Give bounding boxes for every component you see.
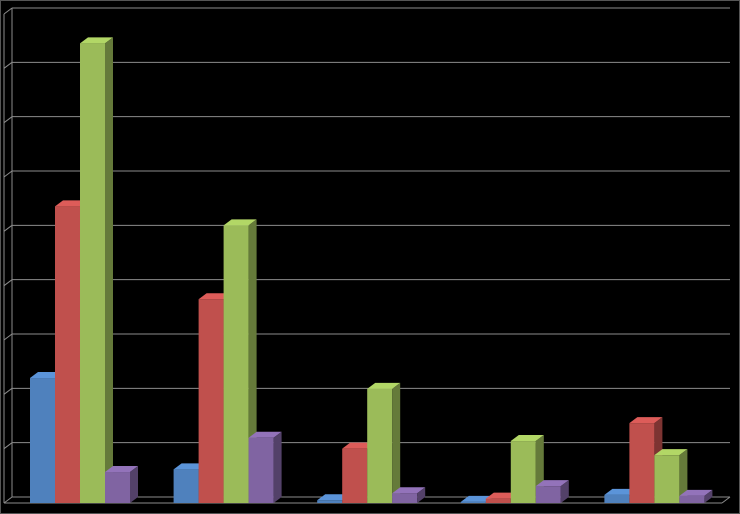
bar xyxy=(654,455,680,503)
bar-top xyxy=(392,487,426,494)
bar-top xyxy=(604,488,638,495)
bar-top xyxy=(80,37,113,44)
bar xyxy=(80,43,105,504)
bar-side xyxy=(105,37,113,504)
bar xyxy=(30,378,55,503)
bar xyxy=(679,495,705,503)
grid-line xyxy=(3,61,13,69)
bar-top xyxy=(223,219,257,226)
bar-side xyxy=(248,219,257,503)
bar-side xyxy=(130,466,138,503)
bar-side xyxy=(679,449,688,503)
bar-top xyxy=(654,449,688,456)
bar xyxy=(198,299,224,503)
bar xyxy=(535,486,561,503)
bar-top xyxy=(55,200,88,207)
grid-line xyxy=(3,279,13,287)
bar-top xyxy=(535,480,569,487)
bar-top xyxy=(367,382,401,389)
bar xyxy=(604,494,630,503)
bar-top xyxy=(485,492,519,499)
bar xyxy=(223,225,249,503)
bar-side xyxy=(704,489,713,503)
grid-line xyxy=(3,387,13,395)
bar-top xyxy=(460,495,494,502)
bar xyxy=(460,501,486,503)
bar-side xyxy=(273,431,282,503)
bar-side xyxy=(560,480,569,503)
bar xyxy=(629,423,655,503)
bar-top xyxy=(629,417,663,424)
grid-line xyxy=(3,496,13,504)
bar xyxy=(105,472,130,503)
bar-top xyxy=(510,435,544,442)
grid-line xyxy=(3,170,13,178)
grid-line xyxy=(3,224,13,232)
bar-top xyxy=(679,489,713,496)
bar-top xyxy=(342,442,376,449)
grid-line xyxy=(3,116,13,124)
bar xyxy=(485,498,511,503)
grid-line xyxy=(3,442,13,450)
bar xyxy=(173,469,199,503)
bar-top xyxy=(198,293,232,300)
bar-top xyxy=(173,463,207,470)
bar xyxy=(248,437,274,503)
bar xyxy=(317,500,343,503)
grid-line xyxy=(3,333,13,341)
bar xyxy=(55,206,80,503)
bar-top xyxy=(317,494,351,501)
bar-top xyxy=(30,372,63,379)
bar xyxy=(392,493,418,503)
bar-top xyxy=(248,431,282,438)
floor-edge xyxy=(721,496,731,504)
bar xyxy=(342,448,368,503)
bar-side xyxy=(392,382,401,503)
bar-side xyxy=(417,487,426,503)
grid-line xyxy=(3,7,13,15)
bar-top xyxy=(105,466,138,473)
bar xyxy=(510,441,536,503)
bar xyxy=(367,388,393,503)
